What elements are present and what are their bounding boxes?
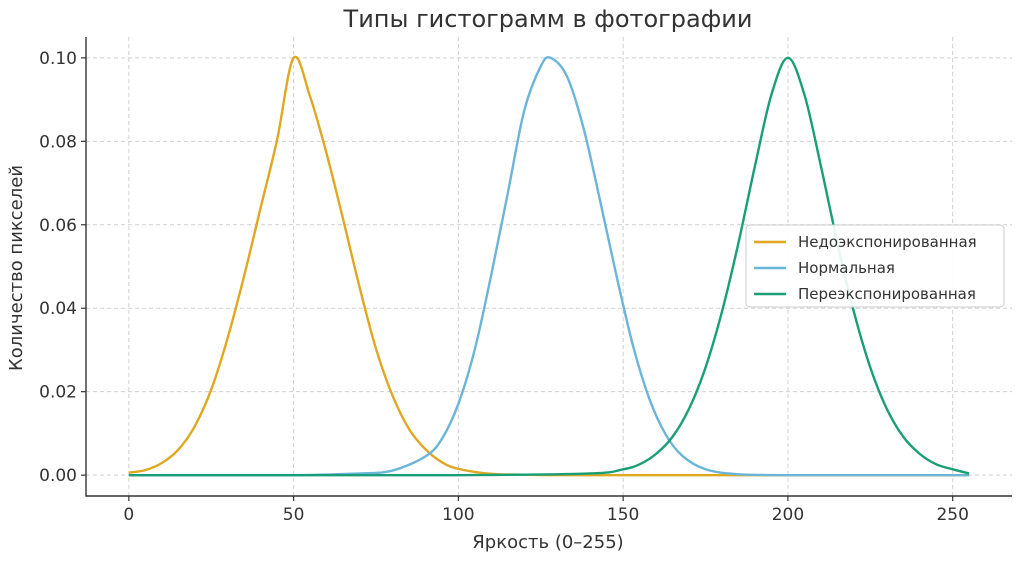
axes: 0 50 100 150 200 250 0.00 0.02 0.04 0.06 0.08 0.10 xyxy=(39,37,1012,525)
x-tick-label: 50 xyxy=(283,505,305,525)
y-tick-label: 0.06 xyxy=(39,216,77,236)
x-tick-label: 0 xyxy=(123,505,134,525)
legend-box xyxy=(745,224,1005,308)
legend-label: Недоэкспонированная xyxy=(798,233,977,251)
series-line-2 xyxy=(128,56,970,477)
x-axis-label: Яркость (0–255) xyxy=(472,532,623,553)
legend-label: Переэкспонированная xyxy=(798,285,976,303)
x-tick-label: 200 xyxy=(772,505,804,525)
y-tick-label: 0.10 xyxy=(39,49,77,69)
x-tick-label: 100 xyxy=(442,505,474,525)
y-tick-label: 0.08 xyxy=(39,132,77,152)
y-tick-label: 0.02 xyxy=(39,383,77,403)
y-tick-label: 0.04 xyxy=(39,299,77,319)
x-tick-label: 250 xyxy=(936,505,968,525)
legend: Недоэкспонированная Нормальная Переэкспони… xyxy=(745,224,1005,308)
x-tick-label: 150 xyxy=(607,505,639,525)
y-axis-label: Количество пикселей xyxy=(6,165,27,371)
legend-label: Нормальная xyxy=(798,259,895,277)
chart-title: Типы гистограмм в фотографии xyxy=(343,5,753,33)
series-line-1 xyxy=(128,55,970,477)
series-lines xyxy=(128,55,970,477)
y-tick-label: 0.00 xyxy=(39,466,77,486)
axis-spines xyxy=(85,37,1012,497)
series-line-3 xyxy=(128,56,970,477)
